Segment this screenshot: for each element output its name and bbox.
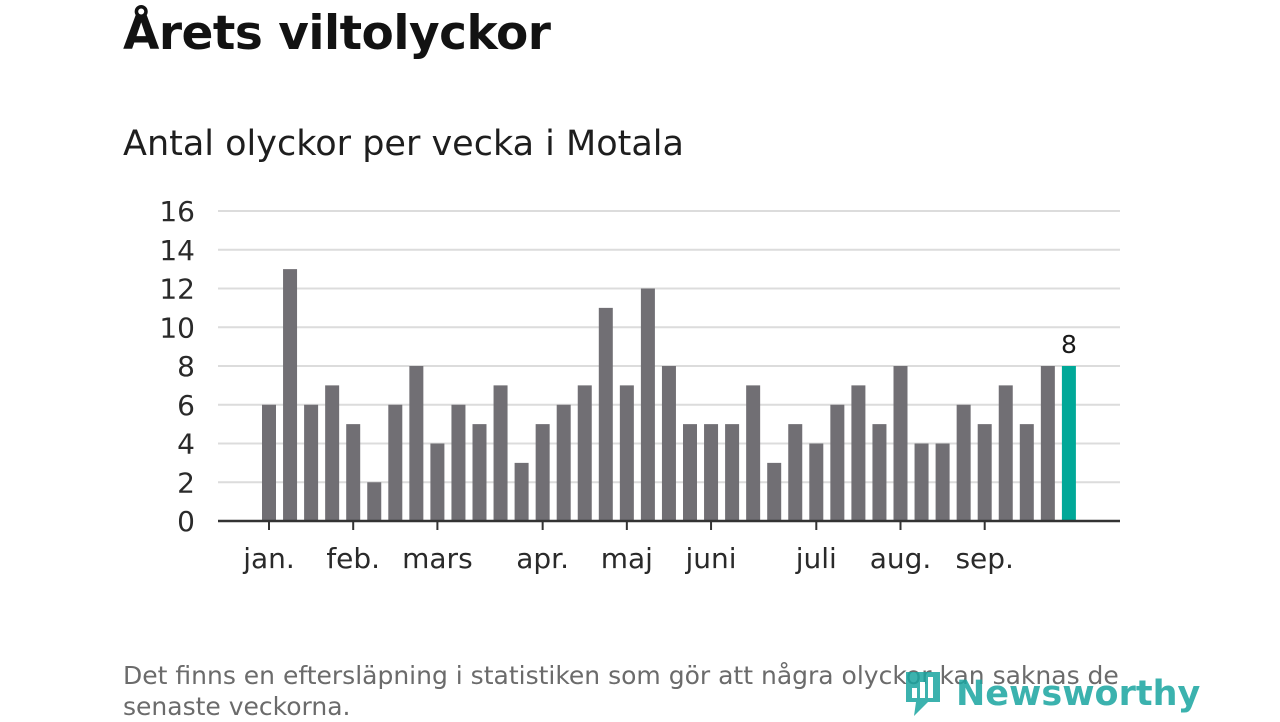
bar [661,366,676,521]
bar [725,424,740,521]
y-tick-label: 8 [177,350,195,383]
x-tick-label: maj [601,542,653,575]
bar [998,385,1013,521]
bar [683,424,697,521]
bar [577,385,592,521]
bar [304,404,319,521]
bar [346,424,361,521]
bar [619,385,634,521]
x-axis-labels: jan. feb. mars apr. maj juni juli aug. sep. [242,542,1014,575]
bar [704,424,719,521]
y-tick-label: 10 [159,311,195,344]
x-tick-label: apr. [516,542,569,575]
bar-current-week [1061,366,1076,521]
bar [935,443,950,521]
bar [598,307,613,521]
bar [1019,424,1034,521]
x-tick-label: juni [685,542,737,575]
bar [388,404,403,521]
x-tick-label: sep. [955,542,1014,575]
y-tick-label: 0 [177,505,195,538]
y-axis-ticks: 0 2 4 6 8 10 12 14 16 [159,195,195,538]
bar [872,424,887,521]
chart-subtitle: Antal olyckor per vecka i Motala [123,124,684,164]
bar [767,462,782,521]
bars [262,269,1076,521]
brand-name: Newsworthy [956,674,1201,714]
x-tick-label: juli [795,542,837,575]
bar [367,482,382,521]
bar [493,385,508,521]
bar [1040,366,1055,521]
bar [283,269,298,521]
bar [451,404,466,521]
newsworthy-logo: Newsworthy [902,668,1200,720]
newsworthy-logo-icon [906,672,940,716]
x-tick-label: aug. [870,542,932,575]
bar [977,424,992,521]
footnote: Det finns en eftersläpning i statistiken… [123,661,1119,721]
bar [514,462,529,521]
bar [830,404,845,521]
bar [325,385,340,521]
x-axis [218,519,1120,530]
bar [914,443,929,521]
bar [809,443,824,521]
x-tick-label: jan. [242,542,295,575]
y-tick-label: 14 [159,234,195,267]
y-tick-label: 6 [177,389,195,422]
x-tick-label: feb. [326,542,380,575]
y-tick-label: 2 [177,466,195,499]
bar [893,366,908,521]
bar [556,404,571,521]
x-tick-label: mars [402,542,473,575]
bar [262,404,276,521]
y-tick-label: 12 [159,273,195,306]
bar [851,385,866,521]
y-tick-label: 4 [177,428,195,461]
bar [472,424,487,521]
bar [535,424,550,521]
bar [640,288,655,521]
y-tick-label: 16 [159,195,195,228]
highlight-value-label: 8 [1061,330,1077,359]
bar [746,385,761,521]
bar [956,404,971,521]
page-title: Årets viltolyckor [123,6,551,61]
bar [409,366,424,521]
bar [430,443,445,521]
annotations: 8 [1061,330,1077,359]
bar [788,424,803,521]
